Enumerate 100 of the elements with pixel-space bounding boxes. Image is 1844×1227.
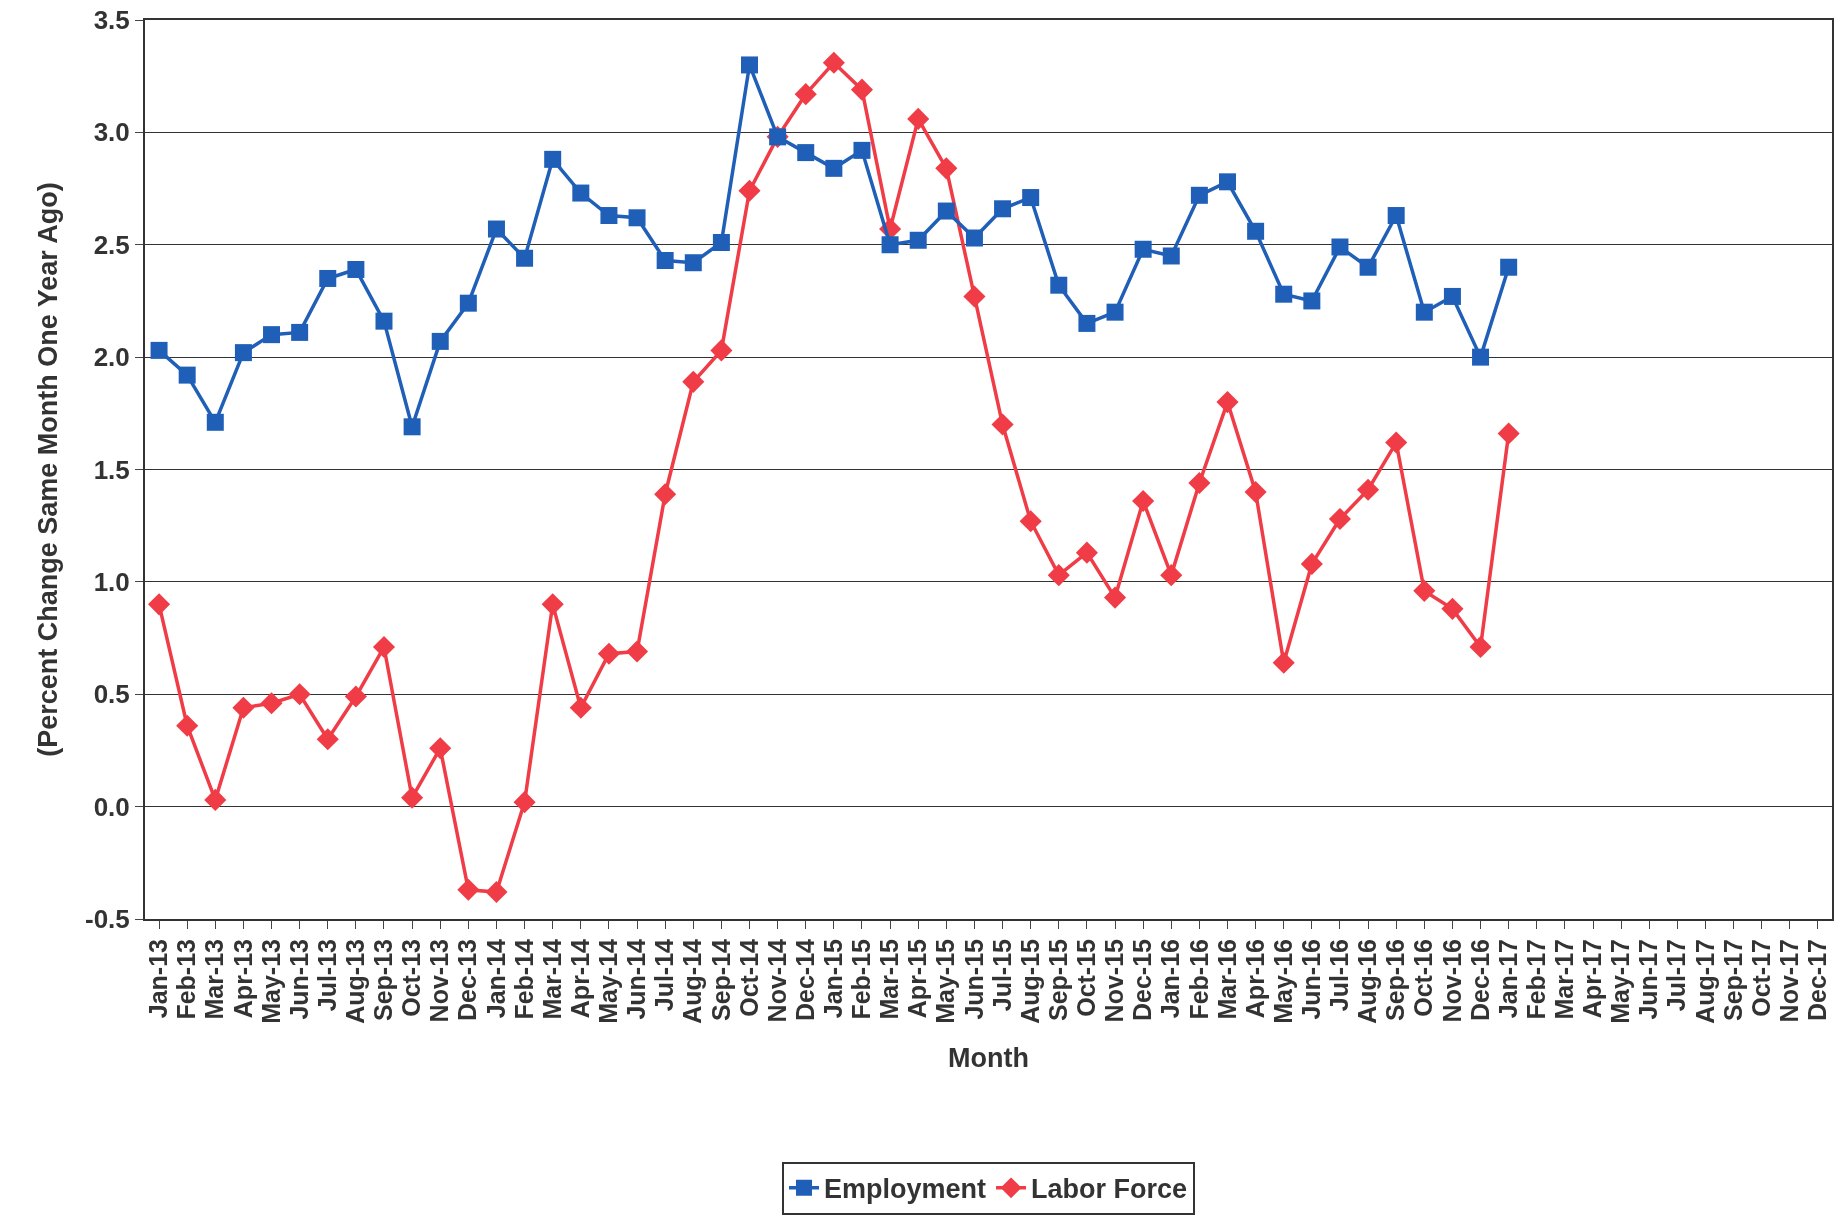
point bbox=[1103, 586, 1127, 609]
point bbox=[1443, 287, 1461, 305]
point bbox=[176, 714, 199, 737]
y-tick-label: 2.0 bbox=[93, 342, 130, 373]
point bbox=[1472, 348, 1490, 366]
point bbox=[1441, 597, 1464, 620]
point bbox=[1331, 238, 1349, 256]
point bbox=[1022, 189, 1040, 207]
point bbox=[316, 728, 339, 751]
point bbox=[234, 344, 252, 362]
x-tick-label: Jan-14 bbox=[481, 938, 510, 1019]
point bbox=[204, 788, 227, 811]
x-tick-label: Nov-16 bbox=[1437, 939, 1466, 1023]
point bbox=[881, 236, 899, 254]
y-tick-label: -0.5 bbox=[84, 904, 130, 935]
point bbox=[797, 144, 815, 162]
x-tick-label: Jan-17 bbox=[1493, 939, 1522, 1019]
y-tick-label: 3.5 bbox=[93, 5, 130, 36]
point bbox=[1019, 510, 1042, 533]
point bbox=[572, 184, 590, 202]
x-tick-label: May-17 bbox=[1606, 939, 1635, 1024]
point bbox=[1415, 303, 1433, 321]
x-tick-label: Jan-15 bbox=[818, 938, 847, 1019]
point bbox=[429, 737, 452, 760]
x-tick-label: Jan-13 bbox=[144, 939, 173, 1019]
point bbox=[288, 683, 311, 706]
x-tick-label: Jul-14 bbox=[650, 938, 679, 1012]
point bbox=[628, 209, 646, 227]
x-tick-label: Nov-15 bbox=[1100, 938, 1129, 1023]
point bbox=[853, 141, 871, 159]
x-tick-label: Aug-14 bbox=[678, 938, 707, 1024]
point bbox=[1050, 276, 1068, 294]
x-tick-label: May-13 bbox=[256, 939, 285, 1024]
point bbox=[1328, 507, 1352, 530]
point bbox=[909, 231, 927, 249]
x-tick-label: Jan-16 bbox=[1156, 939, 1185, 1019]
point bbox=[597, 642, 620, 665]
legend-label: Labor Force bbox=[1031, 1174, 1188, 1205]
point bbox=[1272, 651, 1295, 674]
point bbox=[148, 593, 171, 616]
point bbox=[656, 251, 674, 269]
point bbox=[907, 107, 930, 130]
point bbox=[1190, 186, 1208, 204]
point bbox=[372, 636, 396, 659]
y-tick-label: 0.0 bbox=[93, 791, 130, 822]
x-axis-title: Month bbox=[948, 1042, 1029, 1073]
y-tick-label: 0.5 bbox=[93, 679, 130, 710]
point bbox=[150, 341, 168, 359]
x-tick-label: Jul-16 bbox=[1325, 939, 1354, 1012]
point bbox=[1218, 173, 1236, 191]
point bbox=[459, 294, 477, 312]
point bbox=[825, 159, 843, 177]
point bbox=[1385, 431, 1408, 454]
x-tick-label: Mar-14 bbox=[537, 938, 566, 1020]
y-tick-label: 1.0 bbox=[93, 566, 130, 597]
y-axis-title: (Percent Change Same Month One Year Ago) bbox=[32, 182, 63, 757]
point bbox=[710, 339, 733, 362]
point bbox=[654, 483, 677, 506]
point bbox=[263, 326, 281, 344]
point bbox=[403, 418, 421, 436]
point bbox=[741, 56, 759, 74]
point bbox=[344, 685, 367, 708]
point bbox=[1275, 285, 1293, 303]
x-tick-label: Dec-14 bbox=[790, 938, 819, 1021]
point bbox=[1047, 564, 1070, 587]
point bbox=[712, 234, 730, 251]
point bbox=[625, 640, 649, 663]
x-tick-label: Jun-16 bbox=[1296, 939, 1325, 1020]
x-tick-label: Aug-15 bbox=[1015, 938, 1044, 1024]
point bbox=[485, 880, 508, 904]
x-tick-label: Mar-17 bbox=[1550, 939, 1579, 1020]
point bbox=[1359, 258, 1377, 276]
point bbox=[600, 207, 618, 225]
point bbox=[1387, 207, 1405, 225]
point bbox=[375, 312, 393, 330]
x-tick-label: Oct-16 bbox=[1409, 939, 1438, 1017]
point bbox=[1300, 552, 1323, 575]
point bbox=[431, 332, 449, 350]
point bbox=[291, 323, 309, 341]
x-tick-label: Apr-15 bbox=[903, 938, 932, 1019]
point bbox=[1078, 314, 1096, 332]
point bbox=[963, 285, 986, 308]
x-tick-label: Feb-13 bbox=[172, 939, 201, 1020]
point bbox=[1303, 292, 1321, 310]
x-tick-label: Jul-13 bbox=[312, 939, 341, 1012]
x-tick-label: Sep-15 bbox=[1043, 938, 1072, 1021]
point bbox=[1469, 636, 1492, 659]
legend-label: Employment bbox=[824, 1174, 987, 1205]
x-tick-label: Sep-13 bbox=[369, 939, 398, 1021]
point bbox=[319, 269, 337, 287]
x-tick-label: Sep-17 bbox=[1718, 939, 1747, 1021]
point bbox=[684, 254, 702, 272]
y-tick-label: 2.5 bbox=[93, 229, 130, 260]
point bbox=[682, 370, 705, 393]
point bbox=[937, 202, 955, 220]
x-tick-label: Oct-13 bbox=[397, 939, 426, 1017]
point bbox=[516, 249, 534, 267]
x-tick-label: Mar-13 bbox=[200, 939, 229, 1020]
x-tick-label: Aug-17 bbox=[1690, 939, 1719, 1024]
point bbox=[457, 878, 480, 901]
